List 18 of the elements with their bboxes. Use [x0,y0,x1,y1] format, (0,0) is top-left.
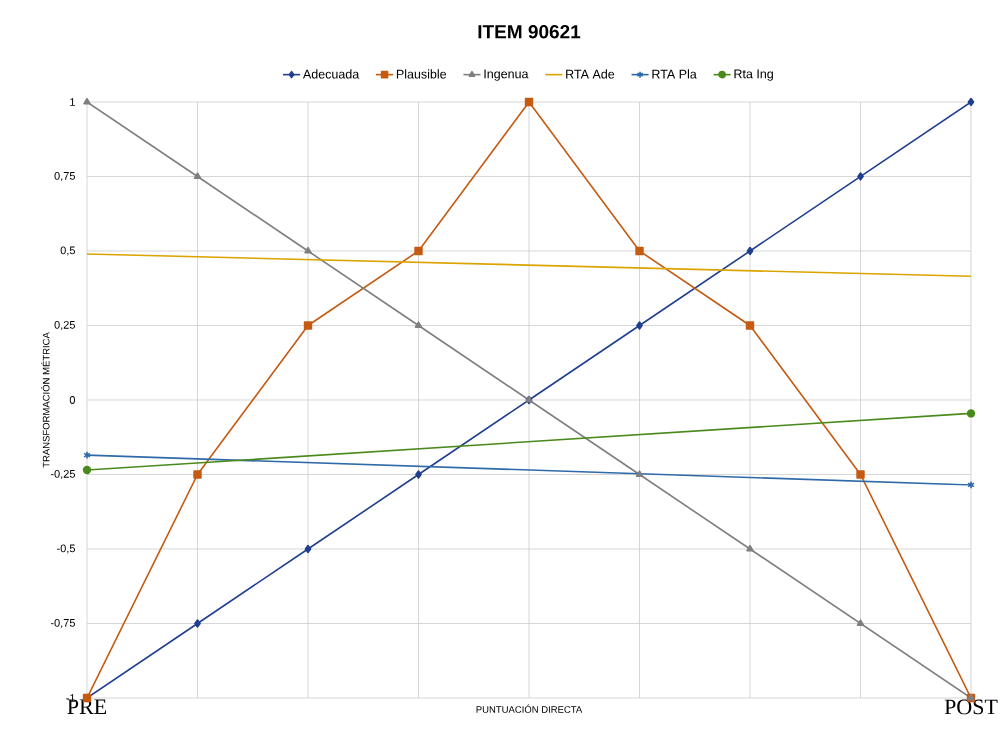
y-tick-label: 0,5 [60,246,75,256]
x-tick-label: POST [944,699,998,715]
x-axis-title: PUNTUACIÓN DIRECTA [476,704,583,713]
legend-label: RTA Ade [566,69,615,79]
y-tick-label: 0,75 [54,171,75,182]
chart-title: ITEM 90621 [478,25,581,39]
y-tick-label: 1 [70,98,75,106]
legend-label: Plausible [396,69,447,79]
legend-label: Ingenua [484,69,529,81]
y-axis-title: TRANSFORMACIÓN MÉTRICA [41,332,50,468]
y-tick-label: -0,25 [50,469,75,480]
legend-label: Rta Ing [734,69,773,81]
y-tick-label: -0,75 [50,618,75,629]
y-tick-label: 0 [69,396,76,404]
y-tick-label: -0,5 [57,544,75,554]
legend-label: RTA Pla [652,69,697,79]
legend-label: Adecuada [302,69,360,79]
y-tick-label: 0,25 [54,320,75,331]
